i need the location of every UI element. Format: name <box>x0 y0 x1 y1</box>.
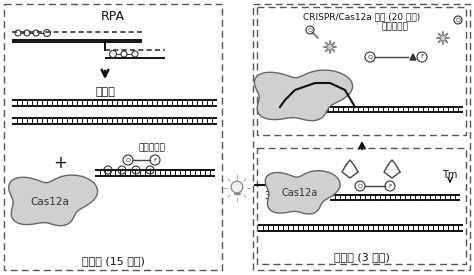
Polygon shape <box>265 171 340 214</box>
Circle shape <box>231 181 243 193</box>
Bar <box>257 148 466 264</box>
Text: Tm: Tm <box>442 170 458 180</box>
Text: 荧光报告链: 荧光报告链 <box>138 144 165 153</box>
Text: F: F <box>420 54 424 59</box>
Text: 荧光报告链: 荧光报告链 <box>382 23 409 32</box>
Text: Q: Q <box>308 28 312 32</box>
Text: 预扩增 (15 分钟): 预扩增 (15 分钟) <box>82 256 145 266</box>
Polygon shape <box>9 175 98 226</box>
Bar <box>253 4 470 270</box>
Text: ☆: ☆ <box>119 167 125 172</box>
Text: Q: Q <box>456 18 461 23</box>
Text: Q: Q <box>126 158 130 163</box>
Text: Cas12a: Cas12a <box>30 197 69 207</box>
Text: 扩增子: 扩增子 <box>95 87 115 97</box>
Text: ☆: ☆ <box>106 167 110 172</box>
Bar <box>257 7 466 135</box>
Text: Q: Q <box>357 183 363 188</box>
Polygon shape <box>255 70 353 121</box>
Text: +: + <box>53 154 67 172</box>
Polygon shape <box>436 31 450 45</box>
Text: ☆: ☆ <box>134 167 138 172</box>
Text: F: F <box>388 183 392 188</box>
Text: Q: Q <box>367 54 373 59</box>
Text: F: F <box>153 158 157 163</box>
Text: ☆: ☆ <box>147 167 153 172</box>
Text: CRISPR/Cas12a 切割 (20 分钟): CRISPR/Cas12a 切割 (20 分钟) <box>303 12 420 21</box>
Text: 光激活 (3 分钟): 光激活 (3 分钟) <box>334 252 390 262</box>
Bar <box>4 4 222 270</box>
Polygon shape <box>323 40 337 54</box>
Text: RPA: RPA <box>101 10 125 23</box>
Text: 365 nm: 365 nm <box>265 191 303 201</box>
Polygon shape <box>410 54 416 60</box>
Text: Cas12a: Cas12a <box>282 188 318 198</box>
